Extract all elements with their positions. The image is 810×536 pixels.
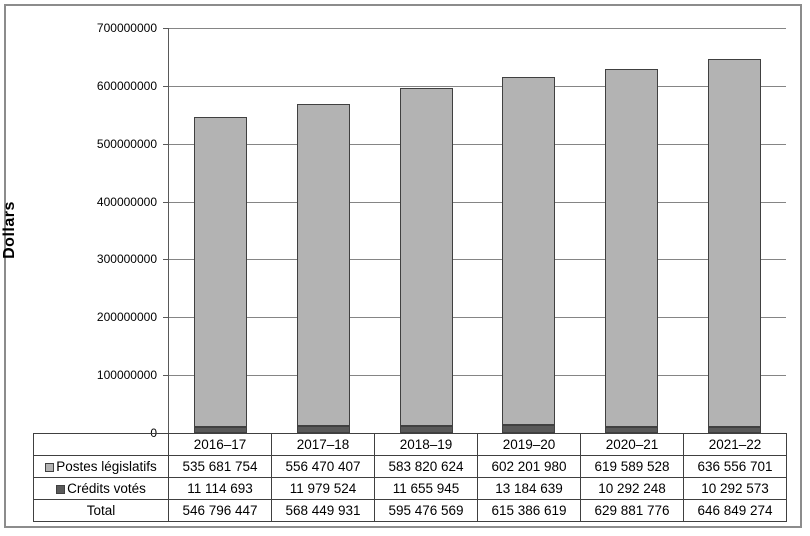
y-tick-mark — [163, 317, 169, 318]
gridline — [169, 85, 786, 87]
legend-swatch-icon — [56, 485, 66, 494]
value-cell: 11 979 524 — [271, 477, 375, 500]
y-tick-label: 300000000 — [96, 252, 157, 267]
bar-segment-postes-legislatifs — [502, 76, 556, 426]
bar-segment-postes-legislatifs — [296, 104, 350, 427]
category-header-row: 2016–17 2017–18 2018–19 2019–20 2020–21 2021–… — [33, 433, 787, 456]
total-row: Total 546 796 447 568 449 931 595 476 569 61… — [33, 499, 787, 522]
y-tick-label: 500000000 — [96, 136, 157, 151]
bar-segment-credits-votes — [502, 425, 556, 433]
y-tick-mark — [163, 28, 169, 29]
value-cell: 602 201 980 — [477, 455, 581, 478]
category-label: 2016–17 — [168, 433, 272, 456]
data-table: 2016–17 2017–18 2018–19 2019–20 2020–21 2021–… — [33, 433, 787, 522]
bar-segment-credits-votes — [399, 426, 453, 433]
value-cell: 13 184 639 — [477, 477, 581, 500]
y-axis-title: Dollars — [1, 201, 18, 259]
bar-segment-credits-votes — [193, 426, 247, 433]
value-cell: 556 470 407 — [271, 455, 375, 478]
gridline — [169, 201, 786, 203]
bar-segment-postes-legislatifs — [193, 116, 247, 427]
gridline — [169, 317, 786, 319]
legend-swatch-icon — [45, 463, 55, 472]
bar-segment-postes-legislatifs — [399, 88, 453, 427]
total-value-cell: 546 796 447 — [168, 499, 272, 522]
table-row: Crédits votés 11 114 693 11 979 524 11 655 … — [33, 477, 787, 500]
category-label: 2018–19 — [374, 433, 478, 456]
category-label: 2019–20 — [477, 433, 581, 456]
plot-area — [168, 28, 786, 434]
gridline — [169, 259, 786, 261]
value-cell: 11 655 945 — [374, 477, 478, 500]
total-value-cell: 595 476 569 — [374, 499, 478, 522]
table-row: Postes législatifs 535 681 754 556 470 407… — [33, 455, 787, 478]
value-cell: 619 589 528 — [580, 455, 684, 478]
y-tick-mark — [163, 259, 169, 260]
category-label: 2020–21 — [580, 433, 684, 456]
bar-segment-credits-votes — [605, 427, 659, 433]
total-value-cell: 615 386 619 — [477, 499, 581, 522]
value-cell: 535 681 754 — [168, 455, 272, 478]
gridline — [169, 143, 786, 145]
value-cell: 10 292 248 — [580, 477, 684, 500]
category-label: 2021–22 — [683, 433, 787, 456]
y-tick-label: 100000000 — [96, 368, 157, 383]
total-value-cell: 646 849 274 — [683, 499, 787, 522]
gridline — [169, 375, 786, 377]
value-cell: 10 292 573 — [683, 477, 787, 500]
y-tick-mark — [163, 144, 169, 145]
gridline — [169, 28, 786, 29]
value-cell: 583 820 624 — [374, 455, 478, 478]
y-tick-mark — [163, 202, 169, 203]
total-value-cell: 568 449 931 — [271, 499, 375, 522]
y-tick-label: 700000000 — [96, 21, 157, 35]
bar-segment-postes-legislatifs — [605, 68, 659, 428]
total-label-cell: Total — [33, 499, 169, 522]
category-label: 2017–18 — [271, 433, 375, 456]
y-tick-mark — [163, 375, 169, 376]
y-tick-label: 400000000 — [96, 194, 157, 209]
y-tick-label: 200000000 — [96, 310, 157, 325]
series-label-cell: Crédits votés — [33, 477, 169, 500]
value-cell: 636 556 701 — [683, 455, 787, 478]
bar-segment-credits-votes — [296, 426, 350, 433]
series-label-cell: Postes législatifs — [33, 455, 169, 478]
value-cell: 11 114 693 — [168, 477, 272, 500]
bar-segment-postes-legislatifs — [708, 58, 762, 428]
y-tick-label: 600000000 — [96, 78, 157, 93]
bar-segment-credits-votes — [708, 427, 762, 433]
table-corner-blank — [33, 433, 169, 456]
total-value-cell: 629 881 776 — [580, 499, 684, 522]
y-tick-mark — [163, 86, 169, 87]
